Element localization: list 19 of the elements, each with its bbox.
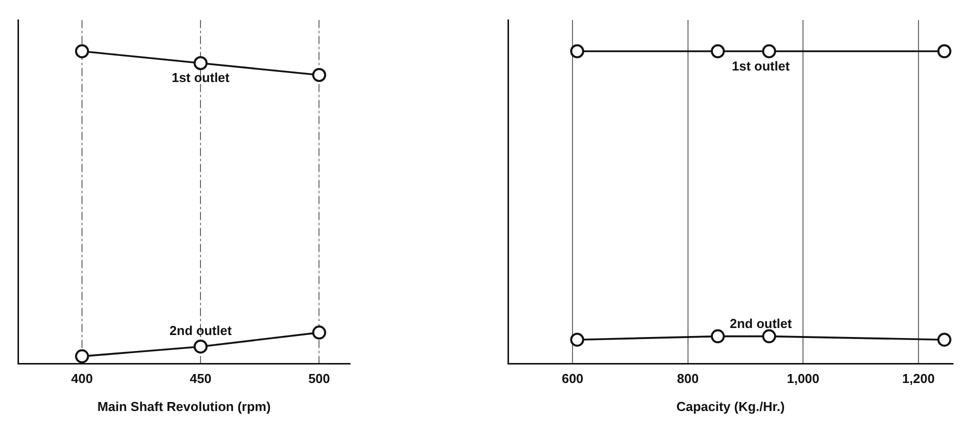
x-axis-title: Capacity (Kg./Hr.) bbox=[676, 398, 785, 414]
series-label: 2nd outlet bbox=[170, 323, 232, 338]
x-tick-label: 600 bbox=[562, 371, 584, 386]
x-tick-label: 1,200 bbox=[902, 371, 935, 386]
x-tick-label: 400 bbox=[71, 371, 93, 386]
x-tick-label: 450 bbox=[190, 371, 212, 386]
x-tick-label: 800 bbox=[676, 371, 699, 386]
series-label: 2nd outlet bbox=[730, 316, 792, 332]
point bbox=[75, 44, 90, 58]
x-tick-label: 500 bbox=[308, 371, 330, 386]
x-tick-label: 1,000 bbox=[786, 371, 820, 386]
point bbox=[75, 349, 90, 364]
point bbox=[194, 340, 208, 354]
x-axis-title: Main Shaft Revolution (rpm) bbox=[97, 398, 271, 414]
series-label: 1st outlet bbox=[732, 58, 790, 74]
series-label: 1st outlet bbox=[172, 70, 230, 86]
point bbox=[194, 56, 208, 70]
point bbox=[312, 68, 326, 82]
point bbox=[312, 326, 326, 340]
